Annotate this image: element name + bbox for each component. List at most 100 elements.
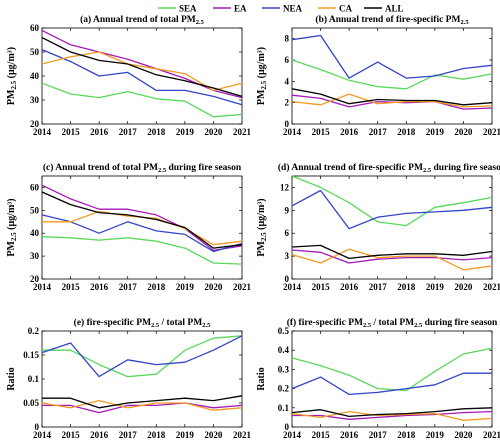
y-axis-label-subscript: 2.5 [10, 80, 18, 89]
x-tick-label: 2021 [483, 430, 500, 440]
series-line-all [291, 407, 493, 418]
series-line-ca [41, 399, 243, 411]
series-line-all [42, 395, 243, 409]
x-tick-label: 2014 [33, 430, 52, 440]
axes-frame [291, 330, 493, 428]
y-axis-label-text: Ratio [6, 367, 17, 390]
series-line-nea [41, 49, 243, 106]
y-tick-label: 50 [30, 47, 40, 57]
panel-b: (b) Annual trend of fire-specific PM2.5 2… [256, 14, 500, 137]
x-tick-label: 2018 [147, 430, 166, 440]
x-tick-label: 2014 [283, 282, 302, 292]
y-tick-label: 0.2 [28, 326, 40, 336]
axes-frame [291, 175, 493, 280]
series-line-all [291, 88, 493, 106]
y-axis-label: Ratio [256, 367, 267, 390]
series-line-nea [291, 372, 492, 396]
title-text: (f) fire-specific PM [287, 317, 363, 328]
y-tick-label: 0.1 [278, 403, 290, 413]
y-tick-label: 0 [285, 274, 290, 284]
title-text: (d) Annual trend of fire-specific PM [278, 162, 423, 173]
panel-title: (b) Annual trend of fire-specific PM2.5 [315, 14, 469, 26]
title-subscript: 2.5 [414, 322, 423, 329]
y-axis-label-unit: (μg/m³) [6, 198, 17, 232]
y-axis-label-subscript: 2.5 [10, 232, 18, 241]
y-axis-label: PM2.5 (μg/m³) [6, 198, 18, 256]
x-tick-label: 2018 [397, 282, 416, 292]
series-line-sea [291, 59, 493, 90]
y-tick-label: 0.3 [278, 364, 290, 374]
title-text: during fire season [422, 318, 498, 328]
x-tick-label: 2021 [233, 127, 252, 137]
legend-item-nea: NEA [262, 4, 303, 14]
y-axis-label: PM2.5 (μg/m³) [6, 47, 18, 105]
y-axis-label: Ratio [6, 367, 17, 390]
title-subscript: 2.5 [423, 167, 432, 174]
legend-item-ca: CA [318, 4, 352, 14]
series-line-ca [41, 51, 243, 92]
x-tick-label: 2015 [312, 430, 331, 440]
x-tick-label: 2018 [147, 127, 166, 137]
legend-label: EA [234, 4, 247, 14]
y-tick-label: 30 [30, 95, 40, 105]
axes-frame [291, 27, 493, 125]
title-text: / total PM [159, 318, 202, 328]
x-tick-label: 2016 [90, 282, 109, 292]
y-tick-label: 9 [285, 205, 290, 215]
y-tick-label: 20 [30, 119, 40, 129]
y-tick-label: 6 [285, 228, 290, 238]
series-line-sea [291, 175, 493, 227]
y-tick-label: 0.4 [278, 345, 290, 355]
y-axis-label-unit: (μg/m³) [256, 198, 267, 232]
series-line-all [41, 37, 243, 98]
x-tick-label: 2017 [119, 282, 138, 292]
series-line-ca [291, 93, 493, 108]
x-tick-label: 2017 [119, 127, 138, 137]
title-subscript: 2.5 [363, 322, 372, 329]
x-tick-label: 2017 [119, 430, 138, 440]
x-tick-label: 2014 [283, 127, 302, 137]
x-tick-label: 2021 [233, 282, 252, 292]
series-line-all [291, 244, 493, 260]
title-text: during fire season [431, 163, 500, 173]
x-tick-label: 2017 [369, 430, 388, 440]
y-tick-label: 4 [285, 76, 290, 86]
panel-title: (a) Annual trend of total PM2.5 [80, 14, 205, 26]
x-tick-label: 2014 [33, 127, 52, 137]
x-tick-label: 2016 [340, 430, 359, 440]
y-tick-label: 30 [30, 251, 40, 261]
series-line-ca [291, 410, 493, 421]
legend-item-all: ALL [364, 4, 404, 14]
x-tick-label: 2019 [426, 282, 445, 292]
x-tick-label: 2020 [454, 430, 473, 440]
y-tick-label: 0.5 [278, 326, 290, 336]
y-tick-label: 0 [35, 422, 40, 432]
y-axis-label-text: PM [6, 241, 17, 257]
x-tick-label: 2021 [483, 127, 500, 137]
series-line-ea [291, 249, 493, 264]
series-line-sea [42, 335, 243, 378]
y-axis-label-text: PM [256, 89, 267, 105]
series-line-sea [291, 347, 493, 392]
panel-d: (d) Annual trend of fire-specific PM2.5 … [256, 162, 500, 292]
x-tick-label: 2019 [426, 430, 445, 440]
panel-f: (f) fire-specific PM2.5 / total PM2.5 du… [256, 317, 500, 440]
y-axis-label-text: PM [256, 241, 267, 257]
y-tick-label: 50 [30, 205, 40, 215]
series-line-nea [291, 189, 493, 230]
title-text: (e) fire-specific PM [74, 317, 151, 328]
x-tick-label: 2019 [176, 430, 195, 440]
series-line-sea [41, 82, 243, 118]
x-tick-label: 2015 [312, 127, 331, 137]
x-tick-label: 2020 [204, 127, 223, 137]
panel-title: (d) Annual trend of fire-specific PM2.5 … [278, 162, 500, 174]
legend: SEA EA NEA CA ALL [158, 4, 404, 14]
y-tick-label: 60 [30, 23, 40, 33]
title-text: (b) Annual trend of fire-specific PM [315, 14, 460, 25]
x-tick-label: 2014 [33, 282, 52, 292]
y-tick-label: 20 [30, 274, 40, 284]
series-line-sea [41, 236, 243, 265]
y-axis-label-subscript: 2.5 [260, 232, 268, 241]
y-tick-label: 12 [280, 182, 290, 192]
